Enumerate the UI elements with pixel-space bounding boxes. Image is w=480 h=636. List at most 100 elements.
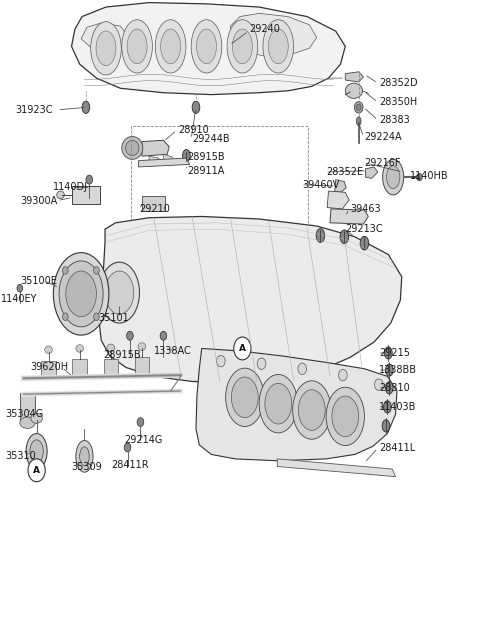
- Polygon shape: [139, 158, 190, 167]
- Ellipse shape: [160, 331, 167, 340]
- Ellipse shape: [383, 160, 404, 195]
- Ellipse shape: [360, 236, 369, 250]
- Text: 29240: 29240: [250, 24, 280, 34]
- Ellipse shape: [265, 384, 292, 424]
- Ellipse shape: [259, 375, 298, 433]
- Ellipse shape: [17, 284, 23, 292]
- Text: 29244B: 29244B: [192, 134, 230, 144]
- Ellipse shape: [227, 20, 258, 73]
- Ellipse shape: [122, 20, 153, 73]
- Ellipse shape: [263, 20, 294, 73]
- Polygon shape: [72, 3, 345, 95]
- Polygon shape: [99, 216, 402, 383]
- Ellipse shape: [124, 443, 131, 452]
- Ellipse shape: [192, 101, 200, 113]
- Bar: [135, 357, 149, 375]
- Ellipse shape: [417, 173, 422, 181]
- Ellipse shape: [345, 83, 362, 99]
- Text: 35304G: 35304G: [5, 410, 44, 420]
- Ellipse shape: [137, 418, 144, 427]
- Text: 35101: 35101: [99, 313, 130, 323]
- Polygon shape: [163, 155, 174, 165]
- Bar: [20, 393, 35, 420]
- Ellipse shape: [340, 230, 348, 244]
- Ellipse shape: [94, 266, 99, 274]
- Text: 29224A: 29224A: [364, 132, 402, 142]
- Text: 29215: 29215: [379, 348, 410, 358]
- Text: 28350H: 28350H: [379, 97, 417, 107]
- Ellipse shape: [182, 149, 190, 162]
- Ellipse shape: [232, 225, 239, 236]
- Text: 29216F: 29216F: [364, 158, 401, 167]
- Text: 35310: 35310: [5, 452, 36, 461]
- Bar: [72, 186, 100, 204]
- Text: 28911A: 28911A: [187, 166, 225, 176]
- Polygon shape: [142, 141, 169, 156]
- Ellipse shape: [161, 29, 180, 64]
- Ellipse shape: [385, 382, 393, 394]
- Text: 35100E: 35100E: [20, 276, 57, 286]
- Text: 1338AC: 1338AC: [154, 346, 192, 356]
- Ellipse shape: [62, 313, 68, 321]
- Ellipse shape: [127, 29, 147, 64]
- Bar: [131, 127, 308, 235]
- Ellipse shape: [53, 252, 109, 335]
- Ellipse shape: [384, 347, 392, 359]
- Text: 39300A: 39300A: [20, 196, 57, 205]
- Polygon shape: [345, 72, 363, 82]
- Polygon shape: [335, 179, 346, 192]
- Ellipse shape: [122, 137, 143, 160]
- Bar: [104, 359, 118, 377]
- Polygon shape: [149, 156, 161, 166]
- Text: 28352E: 28352E: [326, 167, 363, 177]
- Polygon shape: [81, 23, 128, 52]
- Text: 28310: 28310: [379, 383, 409, 393]
- Ellipse shape: [203, 225, 210, 236]
- Ellipse shape: [62, 266, 68, 274]
- Text: 11403B: 11403B: [379, 402, 416, 412]
- Text: 1140EY: 1140EY: [0, 294, 37, 304]
- Ellipse shape: [126, 141, 139, 156]
- Polygon shape: [196, 349, 397, 461]
- Bar: [142, 196, 165, 211]
- Ellipse shape: [268, 29, 288, 64]
- Ellipse shape: [332, 396, 359, 437]
- Text: 28915B: 28915B: [104, 350, 141, 360]
- Text: 28383: 28383: [379, 115, 409, 125]
- Text: 28411L: 28411L: [379, 443, 415, 453]
- Polygon shape: [277, 459, 396, 476]
- Ellipse shape: [105, 271, 134, 314]
- Ellipse shape: [384, 401, 391, 413]
- Ellipse shape: [374, 379, 383, 391]
- Text: 1338BB: 1338BB: [379, 365, 417, 375]
- Text: 28411R: 28411R: [111, 460, 148, 470]
- Ellipse shape: [226, 368, 264, 427]
- Ellipse shape: [94, 313, 99, 321]
- Ellipse shape: [86, 175, 93, 184]
- Ellipse shape: [298, 363, 307, 375]
- Ellipse shape: [138, 343, 146, 350]
- Ellipse shape: [293, 381, 331, 439]
- Ellipse shape: [57, 191, 64, 198]
- Ellipse shape: [386, 166, 400, 188]
- Ellipse shape: [356, 104, 361, 111]
- Text: 39460V: 39460V: [302, 180, 339, 190]
- Ellipse shape: [191, 20, 222, 73]
- Ellipse shape: [326, 387, 364, 446]
- Bar: [41, 361, 56, 378]
- Circle shape: [234, 337, 251, 360]
- Text: 1140HB: 1140HB: [410, 172, 448, 181]
- Ellipse shape: [385, 364, 393, 376]
- Ellipse shape: [257, 358, 266, 370]
- Polygon shape: [365, 167, 378, 178]
- Ellipse shape: [96, 31, 116, 66]
- Ellipse shape: [31, 413, 42, 424]
- Ellipse shape: [354, 102, 363, 113]
- Ellipse shape: [316, 229, 324, 242]
- Text: 29213C: 29213C: [345, 224, 383, 234]
- Ellipse shape: [299, 390, 325, 431]
- Polygon shape: [327, 191, 349, 209]
- Text: 1140DJ: 1140DJ: [53, 183, 88, 192]
- Ellipse shape: [26, 434, 47, 469]
- Text: 29210: 29210: [140, 204, 170, 214]
